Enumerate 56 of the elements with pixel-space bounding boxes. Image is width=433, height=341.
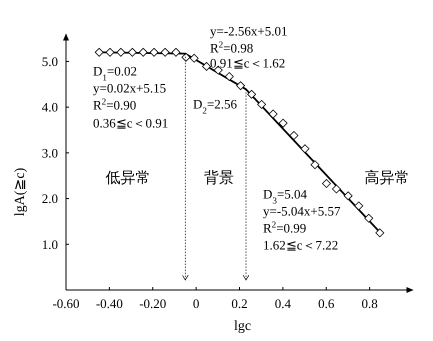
point (106, 48, 114, 57)
point (116, 48, 126, 57)
point (150, 48, 158, 57)
x-tick-label: 0.6 (318, 296, 335, 311)
annotation: D$_{1}$=0.02 (93, 64, 138, 82)
point (344, 191, 353, 200)
point (300, 144, 310, 154)
y-axis-title: lgA(≧c) (13, 167, 28, 216)
point (224, 72, 234, 81)
x-tick-label: 0 (192, 296, 200, 311)
point (375, 228, 384, 238)
x-tick-label: -0.40 (96, 296, 123, 311)
point (257, 100, 266, 109)
annotation: R$^{2}$=0.90 (93, 96, 136, 112)
point (332, 184, 341, 194)
point (268, 110, 278, 118)
annotation: R$^{2}$=0.98 (210, 40, 254, 56)
point (172, 48, 180, 57)
x-tick-label: 0.2 (231, 296, 248, 311)
y-tick-label: 5.0 (42, 54, 58, 69)
point (94, 48, 104, 57)
point (202, 62, 211, 71)
annotation: 1.62≦c＜7.22 (263, 238, 338, 252)
point (278, 118, 288, 128)
annotation: y=-5.04x+5.57 (263, 204, 341, 218)
point (310, 160, 320, 170)
point (236, 81, 245, 90)
x-tick-label: -0.20 (139, 296, 166, 311)
annotation: 低异常 (106, 170, 150, 186)
point (138, 48, 148, 57)
point (182, 52, 190, 62)
annotation: 背景 (204, 170, 234, 186)
annotation: 0.91≦c＜1.62 (210, 56, 286, 70)
y-tick-label: 2.0 (42, 191, 58, 206)
y-tick-label: 1.0 (42, 236, 58, 252)
y-tick-label: 4.0 (42, 100, 58, 115)
point (160, 48, 170, 57)
x-tick-label: -0.60 (52, 296, 80, 311)
point (247, 90, 256, 99)
annotation: y=0.02x+5.15 (93, 80, 166, 96)
x-tick-label: 0.4 (274, 296, 292, 311)
point (322, 179, 331, 188)
annotation: R$^{2}$=0.99 (263, 220, 306, 236)
point (364, 214, 374, 223)
point (354, 201, 364, 210)
x-tick-label: 0.8 (362, 296, 378, 311)
point (290, 131, 298, 140)
annotation: 高异常 (364, 170, 410, 186)
annotation: 0.36≦c＜0.91 (93, 116, 168, 130)
annotation: D$_{2}$=2.56 (193, 96, 238, 116)
y-tick-label: 3.0 (42, 145, 58, 160)
point (128, 48, 137, 57)
x-axis-title: lgc (234, 319, 252, 334)
point (190, 54, 199, 63)
annotation: y=-2.56x+5.01 (210, 24, 288, 38)
annotation: D$_{3}$=5.04 (263, 186, 308, 206)
